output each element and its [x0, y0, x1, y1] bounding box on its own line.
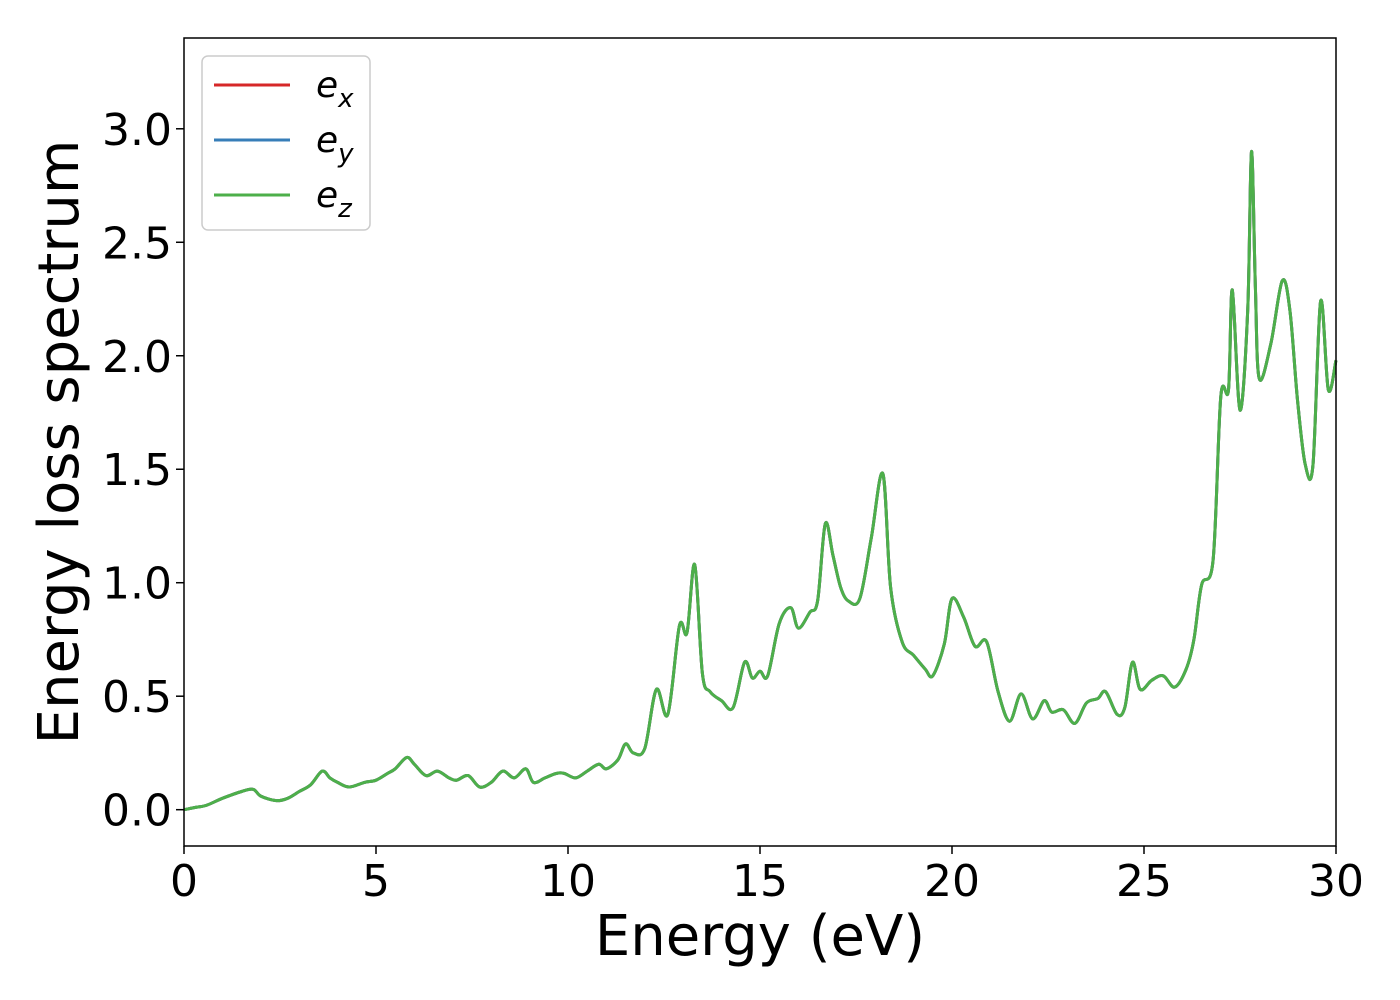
legend-label-main: e: [316, 120, 338, 161]
y-axis-label: Energy loss spectrum: [27, 140, 92, 745]
x-tick-label: 0: [170, 856, 198, 907]
y-tick-label: 3.0: [102, 105, 172, 156]
y-tick-label: 0.0: [102, 786, 172, 837]
x-tick-label: 10: [540, 856, 596, 907]
legend-label-main: e: [316, 65, 338, 106]
x-tick-label: 15: [732, 856, 788, 907]
y-tick-label: 1.5: [102, 445, 172, 496]
y-tick-label: 0.5: [102, 672, 172, 723]
legend-label-subscript: y: [337, 139, 354, 169]
legend-label-subscript: x: [337, 84, 354, 114]
x-axis-ticks: 0 5 10 15 20 25 30: [170, 846, 1364, 907]
series-line-e-z: [183, 149, 1338, 812]
legend-label-e-z: ez: [316, 175, 353, 224]
y-tick-label: 2.5: [102, 218, 172, 269]
legend-label-e-x: ex: [316, 65, 354, 114]
y-axis-ticks: 0.0 0.5 1.0 1.5 2.0 2.5 3.0: [102, 105, 184, 837]
y-tick-label: 2.0: [102, 332, 172, 383]
x-tick-label: 5: [362, 856, 390, 907]
legend-label-subscript: z: [337, 194, 353, 224]
legend-box: [201, 55, 371, 231]
plot-background: [184, 38, 1336, 846]
x-axis-label: Energy (eV): [595, 904, 925, 969]
x-tick-label: 25: [1116, 856, 1172, 907]
legend-label-main: e: [316, 175, 338, 216]
legend-label-e-y: ey: [316, 120, 354, 169]
x-tick-label: 30: [1308, 856, 1364, 907]
x-tick-label: 20: [924, 856, 980, 907]
plot-frame: [183, 37, 1337, 847]
y-tick-label: 1.0: [102, 559, 172, 610]
series-layer: [183, 149, 1338, 812]
